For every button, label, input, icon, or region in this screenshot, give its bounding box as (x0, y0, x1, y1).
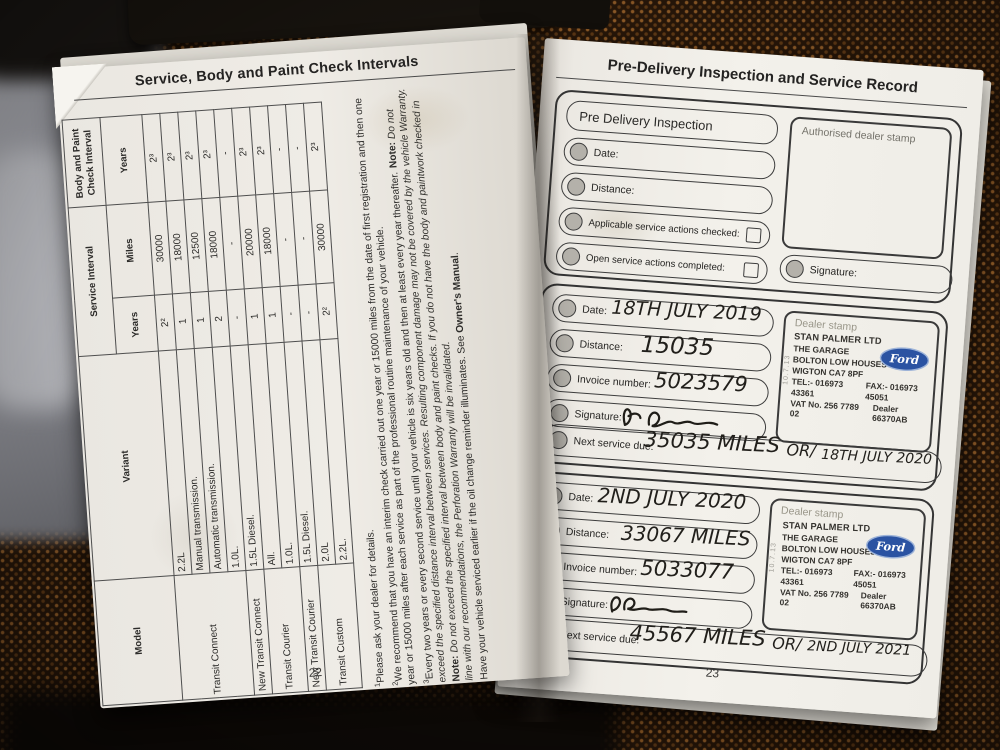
signature-scribble (610, 596, 688, 613)
stamp-tel: TEL:- 016973 43361 (780, 564, 833, 587)
bullet-circle (549, 403, 570, 423)
date-label: Date: (581, 303, 608, 317)
signature-label: Signature: (809, 264, 858, 279)
handwritten-next-miles: 35035 MILES (643, 427, 781, 458)
footnote-text: . (449, 251, 461, 256)
stamp-side-code: 10.7.13 (768, 541, 778, 573)
signature-label: Signature: (560, 596, 609, 611)
date-label: Date: (593, 147, 619, 161)
rotated-content-wrap: Model Variant Service Interval Body and … (61, 76, 557, 706)
col-header-miles: Miles (106, 202, 155, 299)
service-record-1: Date: 18TH JULY 2019 Distance: 15035 Inv… (528, 282, 949, 492)
checkbox (745, 226, 762, 243)
actions-checked-label: Applicable service actions checked: (588, 217, 741, 240)
pdi-signature-field: Signature: (778, 253, 954, 295)
next-service-label: Next service due: (558, 629, 640, 647)
col-header-body-paint: Body and Paint Check Interval (62, 117, 107, 209)
rotated-content: Model Variant Service Interval Body and … (61, 76, 557, 706)
pdi-fields: Pre Delivery Inspection Date: Distance: … (555, 99, 779, 285)
handwritten-date: 2ND JULY 2020 (597, 483, 747, 514)
dealer-stamp-ink: STAN PALMER LTD THE GARAGE BOLTON LOW HO… (779, 520, 921, 614)
dealer-stamp-box: Dealer stamp 10.7.13 STAN PALMER LTD THE… (761, 497, 927, 641)
handwritten-invoice: 5023579 (653, 368, 749, 397)
dealer-stamp-box: Dealer stamp 10.7.13 STAN PALMER LTD THE… (775, 310, 941, 454)
note-label: Note: (450, 655, 463, 682)
handwritten-invoice: 5033077 (639, 555, 735, 584)
stamp-vat: VAT No. 256 7789 02 (789, 397, 860, 420)
stamp-side-code: 10.7.13 (782, 354, 792, 386)
pdi-title: Pre Delivery Inspection (578, 108, 714, 133)
bullet-circle (569, 142, 589, 162)
bullet-circle (561, 246, 581, 267)
model-cell: Transit Custom (317, 563, 363, 691)
pdi-section: Pre Delivery Inspection Date: Distance: … (542, 88, 964, 305)
page-number-left: 22 (308, 664, 323, 680)
page-number-right: 23 (705, 665, 720, 681)
signature-scribble (622, 408, 719, 428)
authorised-dealer-stamp-label: Authorised dealer stamp (801, 125, 916, 146)
record-fields: Date: 2ND JULY 2020 Distance: 33067 MILE… (529, 480, 761, 630)
bullet-circle (552, 368, 572, 388)
footnote-marker: 1 (372, 682, 382, 688)
invoice-label: Invoice number: (562, 561, 638, 578)
invoice-label: Invoice number: (576, 373, 652, 391)
bullet-circle (563, 211, 584, 232)
distance-label: Distance: (590, 182, 635, 197)
handwritten-or: OR/ (786, 440, 817, 461)
checkbox (743, 261, 760, 278)
distance-label: Distance: (565, 526, 610, 541)
model-cell: Transit Connect (174, 570, 255, 701)
page-title-right: Pre-Delivery Inspection and Service Reco… (607, 56, 919, 97)
handwritten-distance: 33067 MILES (620, 520, 752, 551)
stamp-dealer-code: Dealer 66370AB (871, 402, 908, 426)
record-signature-field: Signature: (543, 398, 768, 443)
left-page: Service, Body and Paint Check Intervals … (56, 37, 570, 709)
col-header-model: Model (94, 575, 183, 706)
bullet-circle (557, 298, 577, 318)
ford-logo-text: Ford (875, 539, 906, 555)
note-label: Note: (386, 141, 400, 169)
authorised-dealer-stamp-box: Authorised dealer stamp (781, 116, 953, 260)
dealer-stamp-ink: STAN PALMER LTD THE GARAGE BOLTON LOW HO… (789, 331, 936, 427)
bullet-circle (566, 177, 586, 197)
col-header-variant: Variant (78, 351, 175, 582)
handwritten-or: OR/ (771, 633, 802, 654)
handwritten-next-date: 2ND JULY 2021 (806, 638, 912, 660)
col-header-years: Years (112, 295, 159, 355)
date-label: Date: (568, 491, 594, 505)
col-header-body-years: Years (99, 114, 148, 206)
handwritten-next-miles: 45567 MILES (629, 620, 767, 651)
ford-logo: Ford (866, 534, 916, 559)
distance-label: Distance: (579, 338, 624, 354)
pdi-actions-completed-field: Open service actions completed: (555, 241, 769, 285)
handwritten-next-date: 18TH JULY 2020 (820, 446, 933, 468)
bullet-circle (785, 259, 805, 279)
next-service-label: Next service due: (573, 435, 655, 453)
footnote-marker: 2 (390, 681, 400, 687)
right-page: Pre-Delivery Inspection and Service Reco… (497, 38, 984, 719)
ford-logo-text: Ford (888, 351, 919, 367)
bullet-circle (555, 333, 575, 353)
record-fields: Date: 18TH JULY 2019 Distance: 15035 Inv… (543, 293, 775, 443)
stamp-vat: VAT No. 256 7789 02 (779, 586, 849, 608)
ford-logo: Ford (879, 347, 930, 371)
actions-completed-label: Open service actions completed: (585, 252, 726, 274)
service-record-2: Date: 2ND JULY 2020 Distance: 33067 MILE… (514, 469, 936, 686)
footnote-marker: 3 (421, 679, 431, 685)
years-cell: 2² (316, 282, 338, 340)
handwritten-distance: 15035 (640, 331, 715, 362)
record-signature-field: Signature: (529, 585, 754, 630)
handwritten-date: 18TH JULY 2019 (610, 296, 763, 326)
stamp-fax: FAX:- 016973 45051 (853, 567, 906, 590)
stamp-dealer-code: Dealer 66370AB (860, 589, 896, 613)
service-interval-table: Model Variant Service Interval Body and … (61, 102, 363, 707)
